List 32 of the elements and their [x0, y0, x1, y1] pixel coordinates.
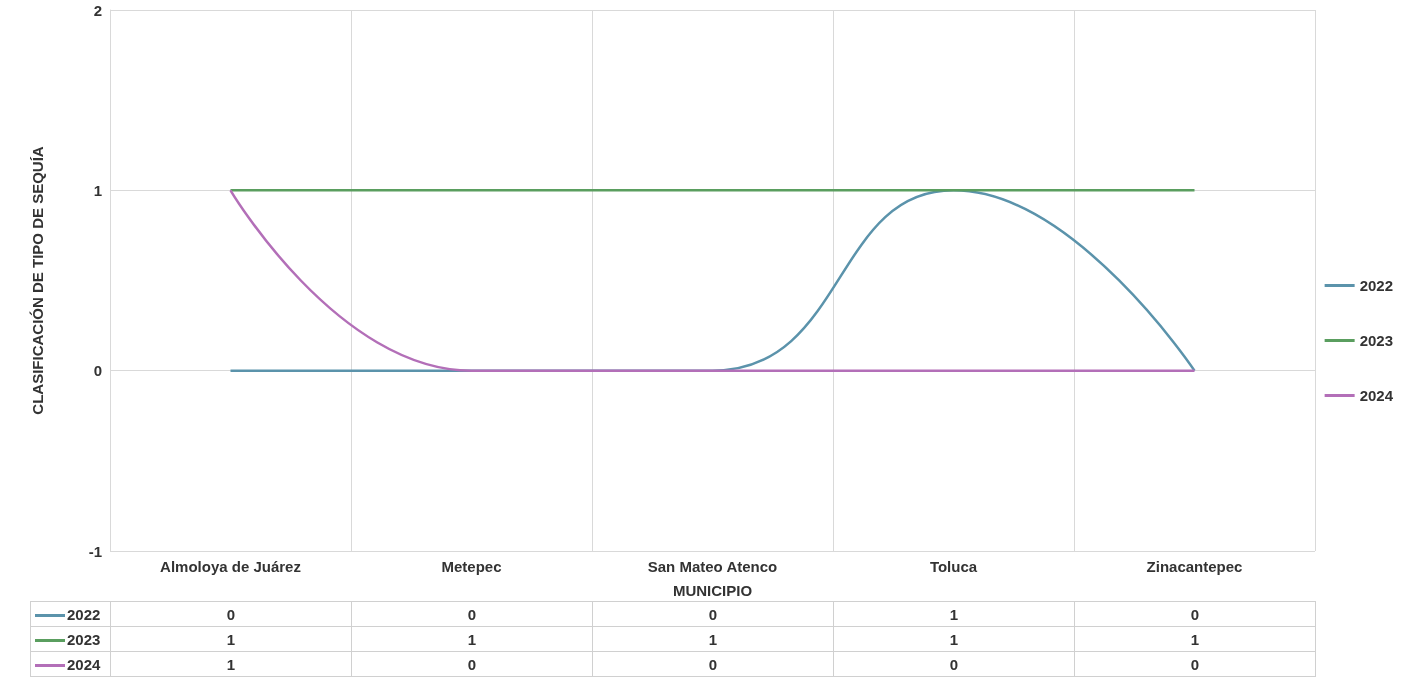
x-tick-label: Toluca — [929, 558, 978, 575]
data-label: 1 — [110, 626, 352, 652]
text: 2024 — [67, 655, 101, 673]
y-tick-label: 0 — [93, 362, 102, 380]
data-label: 1 — [592, 626, 834, 652]
text: 2022 — [67, 605, 101, 623]
x-axis-title: MUNICIPIO — [672, 582, 753, 599]
data-label: 1 — [1074, 626, 1316, 652]
data-label: 1 — [351, 626, 593, 652]
legend-label: 2023 — [1359, 332, 1394, 349]
data-label: 1 — [833, 601, 1075, 627]
data-label: 0 — [592, 651, 834, 677]
data-label: 0 — [1074, 651, 1316, 677]
data-label: 0 — [351, 651, 593, 677]
x-tick-label: Metepec — [441, 558, 502, 575]
data-label: 0 — [351, 601, 593, 627]
data-label: 0 — [110, 601, 352, 627]
data-label: 1 — [833, 626, 1075, 652]
y-tick-label: 1 — [93, 181, 102, 199]
x-tick-label: San Mateo Atenco — [647, 558, 778, 575]
data-label: 0 — [1074, 601, 1316, 627]
data-label: 1 — [110, 651, 352, 677]
y-tick-label: 2 — [93, 1, 102, 19]
data-label: 0 — [592, 601, 834, 627]
y-axis-title: CLASIFICACIÓN DE TIPO DE SEQUÍA — [29, 146, 46, 415]
data-label: 0 — [833, 651, 1075, 677]
x-tick-label: Almoloya de Juárez — [160, 558, 301, 575]
text: 2023 — [67, 630, 101, 648]
legend-label: 2022 — [1359, 277, 1394, 294]
y-tick-label: -1 — [88, 542, 102, 560]
legend-label: 2024 — [1359, 387, 1394, 404]
x-tick-label: Zinacantepec — [1146, 558, 1243, 575]
